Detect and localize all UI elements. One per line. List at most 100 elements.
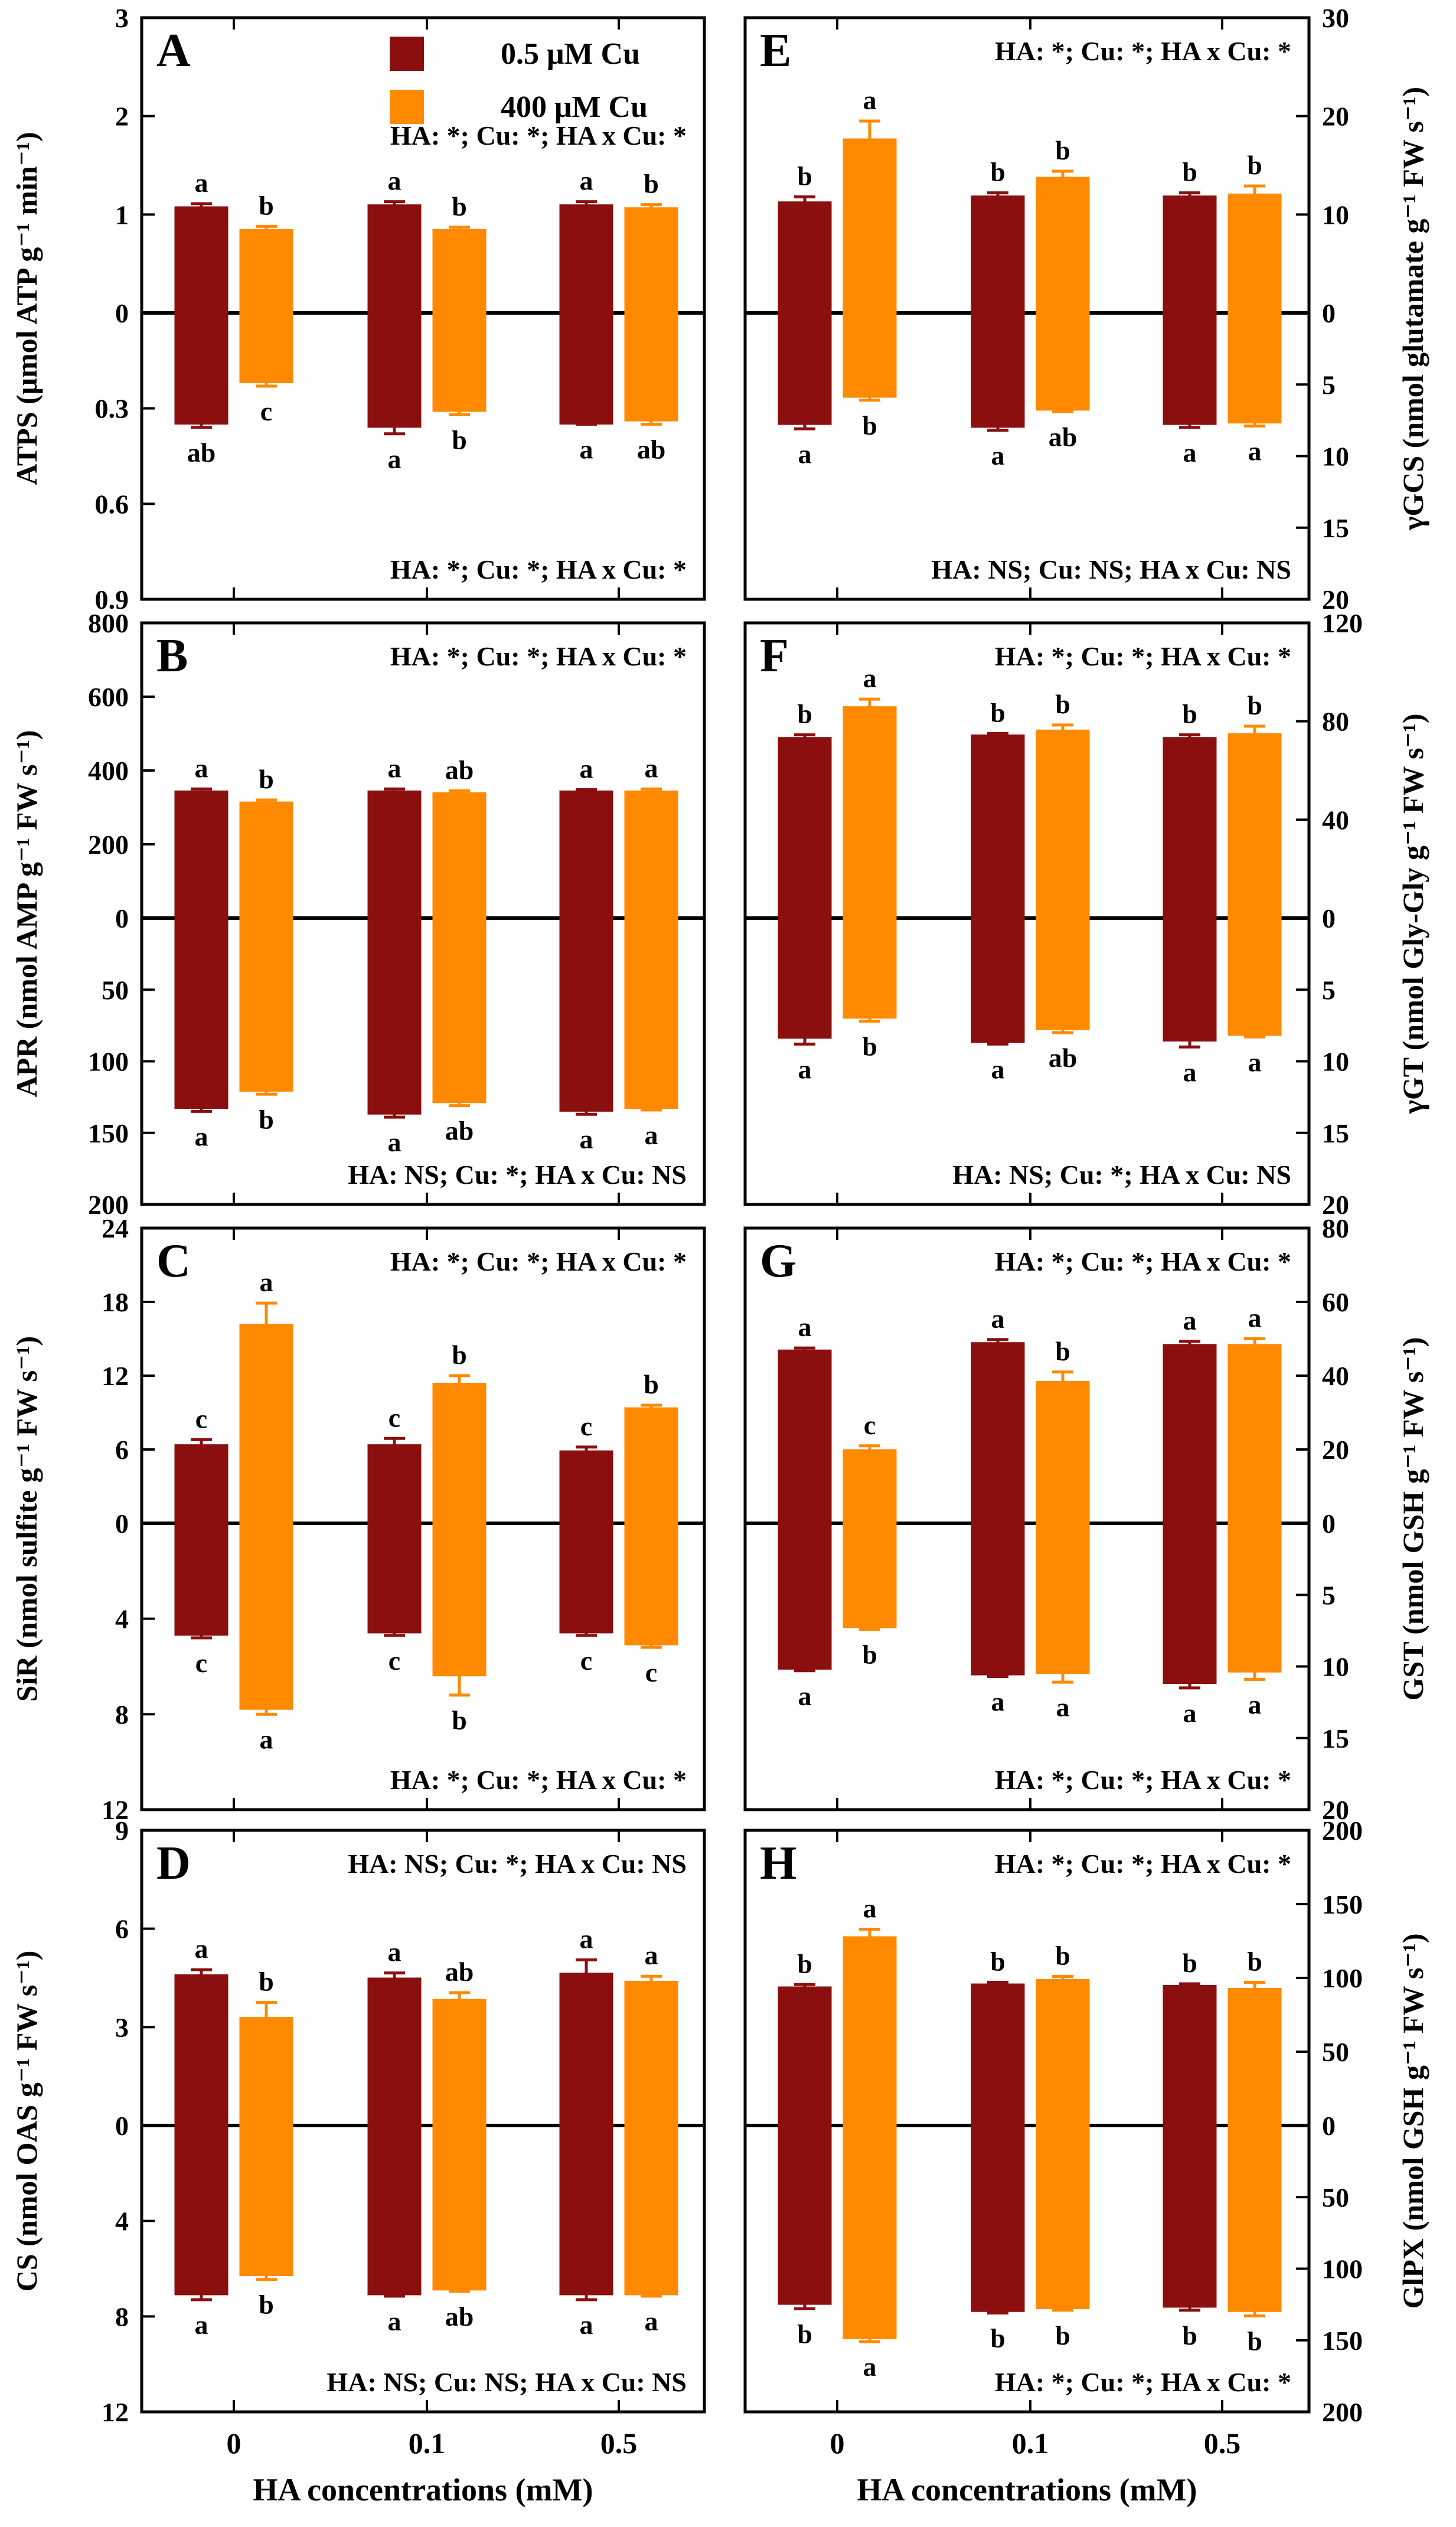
y-tick-label: 24: [102, 1213, 129, 1243]
panel-frame: [140, 621, 706, 1206]
y-tick-label: 20: [1322, 1435, 1349, 1465]
panel-frame: [140, 16, 706, 601]
y-axis-title: GST (nmol GSH g⁻¹ FW s⁻¹): [1396, 1337, 1429, 1701]
stats-top: HA: *; Cu: *; HA x Cu: *: [390, 1246, 687, 1276]
sig-letter: c: [195, 1648, 207, 1678]
sig-letter: a: [388, 166, 401, 196]
y-axis-title: GlPX (nmol GSH g⁻¹ FW s⁻¹): [1396, 1933, 1429, 2309]
legend-swatch: [390, 90, 424, 124]
sig-letter: a: [1056, 1692, 1070, 1722]
bar-low-cu: [174, 790, 228, 1109]
sig-letter: b: [1182, 1948, 1197, 1978]
bar-high-cu: [1036, 1979, 1090, 2309]
bar-high-cu: [624, 1407, 678, 1646]
sig-letter: b: [644, 169, 659, 199]
bar-high-cu: [432, 1383, 487, 1677]
bar-high-cu: [239, 801, 293, 1092]
bar-high-cu: [1228, 733, 1282, 1036]
bar-high-cu: [1036, 177, 1090, 411]
sig-letter: b: [990, 2323, 1006, 2353]
y-tick-label: 30: [1322, 3, 1349, 33]
y-tick-label: 20: [1322, 102, 1349, 132]
bar-low-cu: [1163, 737, 1217, 1042]
bar-low-cu: [778, 737, 832, 1039]
y-tick-label: 100: [1322, 2254, 1363, 2284]
bar-low-cu: [778, 1349, 832, 1670]
sig-letter: b: [452, 1340, 467, 1370]
sig-letter: b: [259, 1967, 274, 1997]
bar-high-cu: [239, 228, 293, 384]
bar-high-cu: [432, 228, 487, 412]
panel-frame: [140, 1226, 706, 1811]
sig-letter: b: [862, 1031, 877, 1062]
y-tick-label: 5: [1322, 975, 1336, 1005]
bar-low-cu: [971, 1983, 1025, 2312]
stats-bottom: HA: *; Cu: *; HA x Cu: *: [995, 2367, 1291, 2397]
y-tick-label: 200: [1322, 2397, 1363, 2427]
y-tick-label: 50: [102, 975, 129, 1005]
sig-letter: a: [195, 1934, 208, 1964]
sig-letter: b: [1247, 690, 1262, 720]
y-tick-label: 10: [1322, 1652, 1349, 1682]
y-tick-label: 0.6: [95, 489, 129, 519]
y-tick-label: 800: [88, 608, 129, 638]
stats-bottom: HA: *; Cu: *; HA x Cu: *: [390, 1765, 687, 1795]
stats-bottom: HA: NS; Cu: NS; HA x Cu: NS: [931, 554, 1291, 585]
legend-label: 400 μM Cu: [501, 90, 648, 124]
y-axis-title: APR (nmol AMP g⁻¹ FW s⁻¹): [10, 730, 43, 1097]
y-axis-title: CS (nmol OAS g⁻¹ FW s⁻¹): [10, 1951, 43, 2292]
panel-letter: H: [760, 1837, 796, 1889]
sig-letter: ab: [1049, 422, 1078, 452]
sig-letter: c: [580, 1646, 592, 1676]
sig-letter: a: [580, 2310, 593, 2340]
sig-letter: a: [798, 1054, 812, 1084]
sig-letter: b: [1182, 699, 1197, 729]
stats-top: HA: *; Cu: *; HA x Cu: *: [995, 1246, 1291, 1276]
y-tick-label: 15: [1322, 1118, 1349, 1148]
bar-high-cu: [624, 1981, 678, 2296]
bar-low-cu: [971, 734, 1025, 1043]
bar-low-cu: [174, 206, 228, 425]
y-tick-label: 80: [1322, 707, 1349, 737]
sig-letter: a: [645, 2306, 658, 2336]
y-axis-title: SiR (nmol sulfite g⁻¹ FW s⁻¹): [10, 1336, 43, 1702]
stats-top: HA: *; Cu: *; HA x Cu: *: [995, 1849, 1291, 1879]
panel-letter: G: [760, 1235, 796, 1287]
sig-letter: a: [260, 1267, 273, 1297]
sig-letter: a: [798, 1312, 812, 1342]
bar-low-cu: [971, 195, 1025, 428]
y-tick-label: 10: [1322, 200, 1349, 230]
sig-letter: b: [644, 1369, 659, 1399]
sig-letter: b: [259, 190, 274, 220]
panel-letter: D: [156, 1837, 191, 1889]
sig-letter: a: [645, 753, 658, 783]
sig-letter: b: [990, 1947, 1006, 1977]
sig-letter: a: [580, 1124, 593, 1154]
panel-frame: [743, 1829, 1311, 2414]
panel-letter: E: [760, 25, 791, 77]
y-tick-label: 12: [102, 2397, 129, 2427]
sig-letter: b: [452, 1705, 467, 1735]
y-tick-label: 20: [1322, 1190, 1349, 1220]
y-tick-label: 3: [115, 3, 129, 33]
sig-letter: a: [580, 166, 593, 196]
bar-high-cu: [239, 1324, 293, 1710]
sig-letter: a: [645, 1120, 658, 1150]
sig-letter: a: [991, 1304, 1005, 1334]
y-tick-label: 400: [88, 756, 129, 786]
panel-frame: [743, 16, 1311, 601]
sig-letter: a: [388, 1937, 401, 1967]
y-tick-label: 18: [102, 1287, 129, 1317]
x-axis-title: HA concentrations (mM): [857, 2472, 1197, 2508]
panel-letter: B: [156, 630, 188, 682]
sig-letter: c: [864, 1410, 876, 1440]
sig-letter: ab: [445, 2301, 474, 2332]
y-tick-label: 150: [1322, 2326, 1363, 2356]
y-tick-label: 20: [1322, 585, 1349, 615]
y-tick-label: 0: [1322, 1509, 1336, 1539]
y-tick-label: 2: [115, 102, 129, 132]
sig-letter: a: [798, 439, 812, 469]
y-tick-label: 9: [115, 1816, 129, 1846]
x-axis-labels: 0 0.1 0.5HA concentrations (mM)0 0.1 0.5HA c…: [227, 2427, 1241, 2508]
